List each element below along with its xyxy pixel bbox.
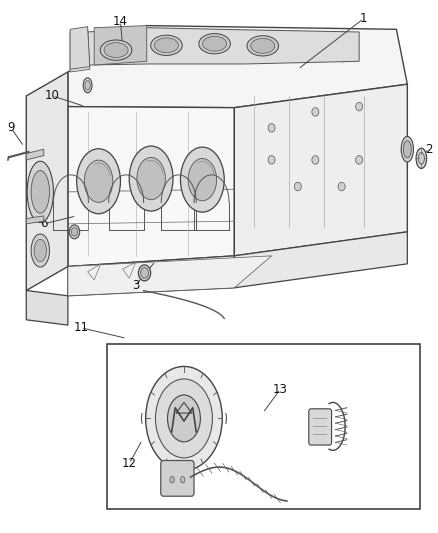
Polygon shape [68, 256, 272, 296]
Ellipse shape [85, 80, 90, 90]
Ellipse shape [83, 78, 92, 93]
Text: 9: 9 [7, 122, 15, 134]
Polygon shape [234, 84, 407, 256]
Text: 3: 3 [132, 279, 139, 292]
Ellipse shape [71, 228, 78, 236]
Ellipse shape [170, 477, 174, 483]
Text: 2: 2 [425, 143, 433, 156]
Polygon shape [68, 256, 234, 296]
Ellipse shape [416, 148, 427, 168]
Ellipse shape [100, 40, 132, 60]
Ellipse shape [138, 265, 151, 281]
Ellipse shape [202, 36, 227, 51]
Ellipse shape [268, 156, 275, 164]
Ellipse shape [145, 367, 222, 471]
Ellipse shape [418, 152, 424, 164]
Text: 13: 13 [273, 383, 288, 395]
Polygon shape [94, 26, 147, 65]
Ellipse shape [403, 141, 411, 158]
Text: 10: 10 [45, 90, 60, 102]
Text: 12: 12 [122, 457, 137, 470]
Polygon shape [68, 107, 234, 266]
Polygon shape [68, 26, 407, 108]
Ellipse shape [154, 38, 178, 53]
Ellipse shape [69, 225, 80, 239]
Ellipse shape [84, 160, 113, 203]
Text: 11: 11 [74, 321, 88, 334]
Ellipse shape [356, 102, 363, 111]
Ellipse shape [401, 136, 413, 162]
Polygon shape [70, 28, 90, 72]
Ellipse shape [312, 108, 319, 116]
Ellipse shape [294, 182, 301, 191]
Polygon shape [26, 149, 44, 160]
Polygon shape [88, 28, 359, 65]
Ellipse shape [129, 146, 173, 211]
Ellipse shape [180, 147, 224, 212]
Ellipse shape [151, 35, 182, 55]
Ellipse shape [34, 239, 46, 262]
Text: 6: 6 [40, 217, 48, 230]
FancyBboxPatch shape [161, 461, 194, 496]
Ellipse shape [27, 161, 53, 223]
Ellipse shape [199, 34, 230, 54]
Ellipse shape [137, 157, 166, 200]
Text: 14: 14 [113, 15, 128, 28]
Ellipse shape [180, 477, 185, 483]
Ellipse shape [247, 36, 279, 56]
Ellipse shape [188, 158, 217, 201]
Polygon shape [26, 72, 68, 290]
Polygon shape [26, 290, 68, 325]
Ellipse shape [312, 156, 319, 164]
FancyBboxPatch shape [309, 409, 332, 445]
Ellipse shape [141, 268, 148, 278]
Polygon shape [70, 27, 90, 69]
Bar [107, 344, 420, 509]
Ellipse shape [167, 395, 200, 442]
Ellipse shape [268, 124, 275, 132]
Ellipse shape [356, 156, 363, 164]
Ellipse shape [155, 379, 212, 458]
Text: 1: 1 [360, 12, 367, 25]
Polygon shape [26, 216, 44, 224]
Polygon shape [234, 232, 407, 288]
Ellipse shape [31, 171, 49, 213]
Ellipse shape [338, 182, 345, 191]
Ellipse shape [104, 43, 128, 58]
Ellipse shape [77, 149, 120, 214]
Ellipse shape [251, 38, 275, 53]
Ellipse shape [31, 234, 49, 267]
